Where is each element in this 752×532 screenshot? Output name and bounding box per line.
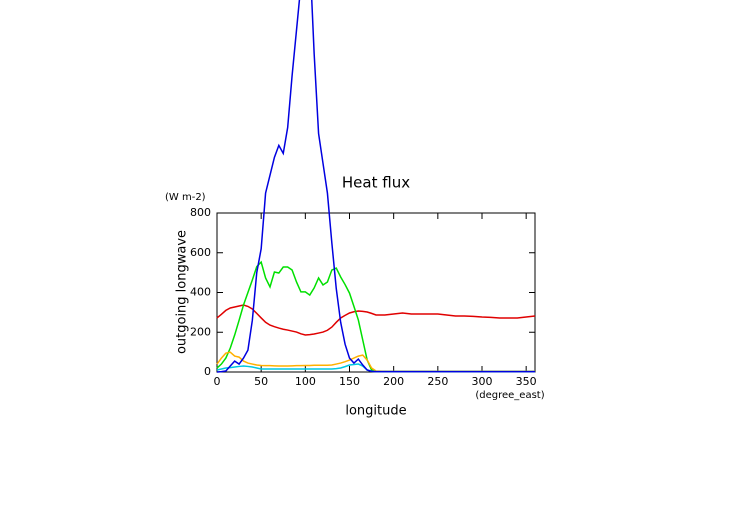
x-tick-label: 0 — [214, 375, 221, 388]
x-tick-label: 150 — [339, 375, 360, 388]
x-tick-label: 100 — [295, 375, 316, 388]
plot-frame — [216, 212, 536, 373]
y-axis-label: outgoing longwave — [175, 230, 190, 354]
y-tick-label: 200 — [190, 325, 211, 338]
x-axis-label: longitude — [345, 404, 406, 419]
y-tick-label: 600 — [190, 246, 211, 259]
x-tick-label: 200 — [383, 375, 404, 388]
x-tick-label: 250 — [427, 375, 448, 388]
x-tick-label: 300 — [472, 375, 493, 388]
y-tick-label: 800 — [190, 206, 211, 219]
y-unit: (W m-2) — [165, 192, 206, 203]
y-tick-label: 400 — [190, 286, 211, 299]
x-tick-label: 50 — [254, 375, 268, 388]
x-tick-label: 350 — [516, 375, 537, 388]
series-line — [216, 304, 536, 336]
series-line — [216, 0, 535, 373]
chart-title: Heat flux — [342, 174, 410, 192]
y-tick-label: 0 — [204, 365, 211, 378]
x-unit: (degree_east) — [475, 390, 544, 401]
